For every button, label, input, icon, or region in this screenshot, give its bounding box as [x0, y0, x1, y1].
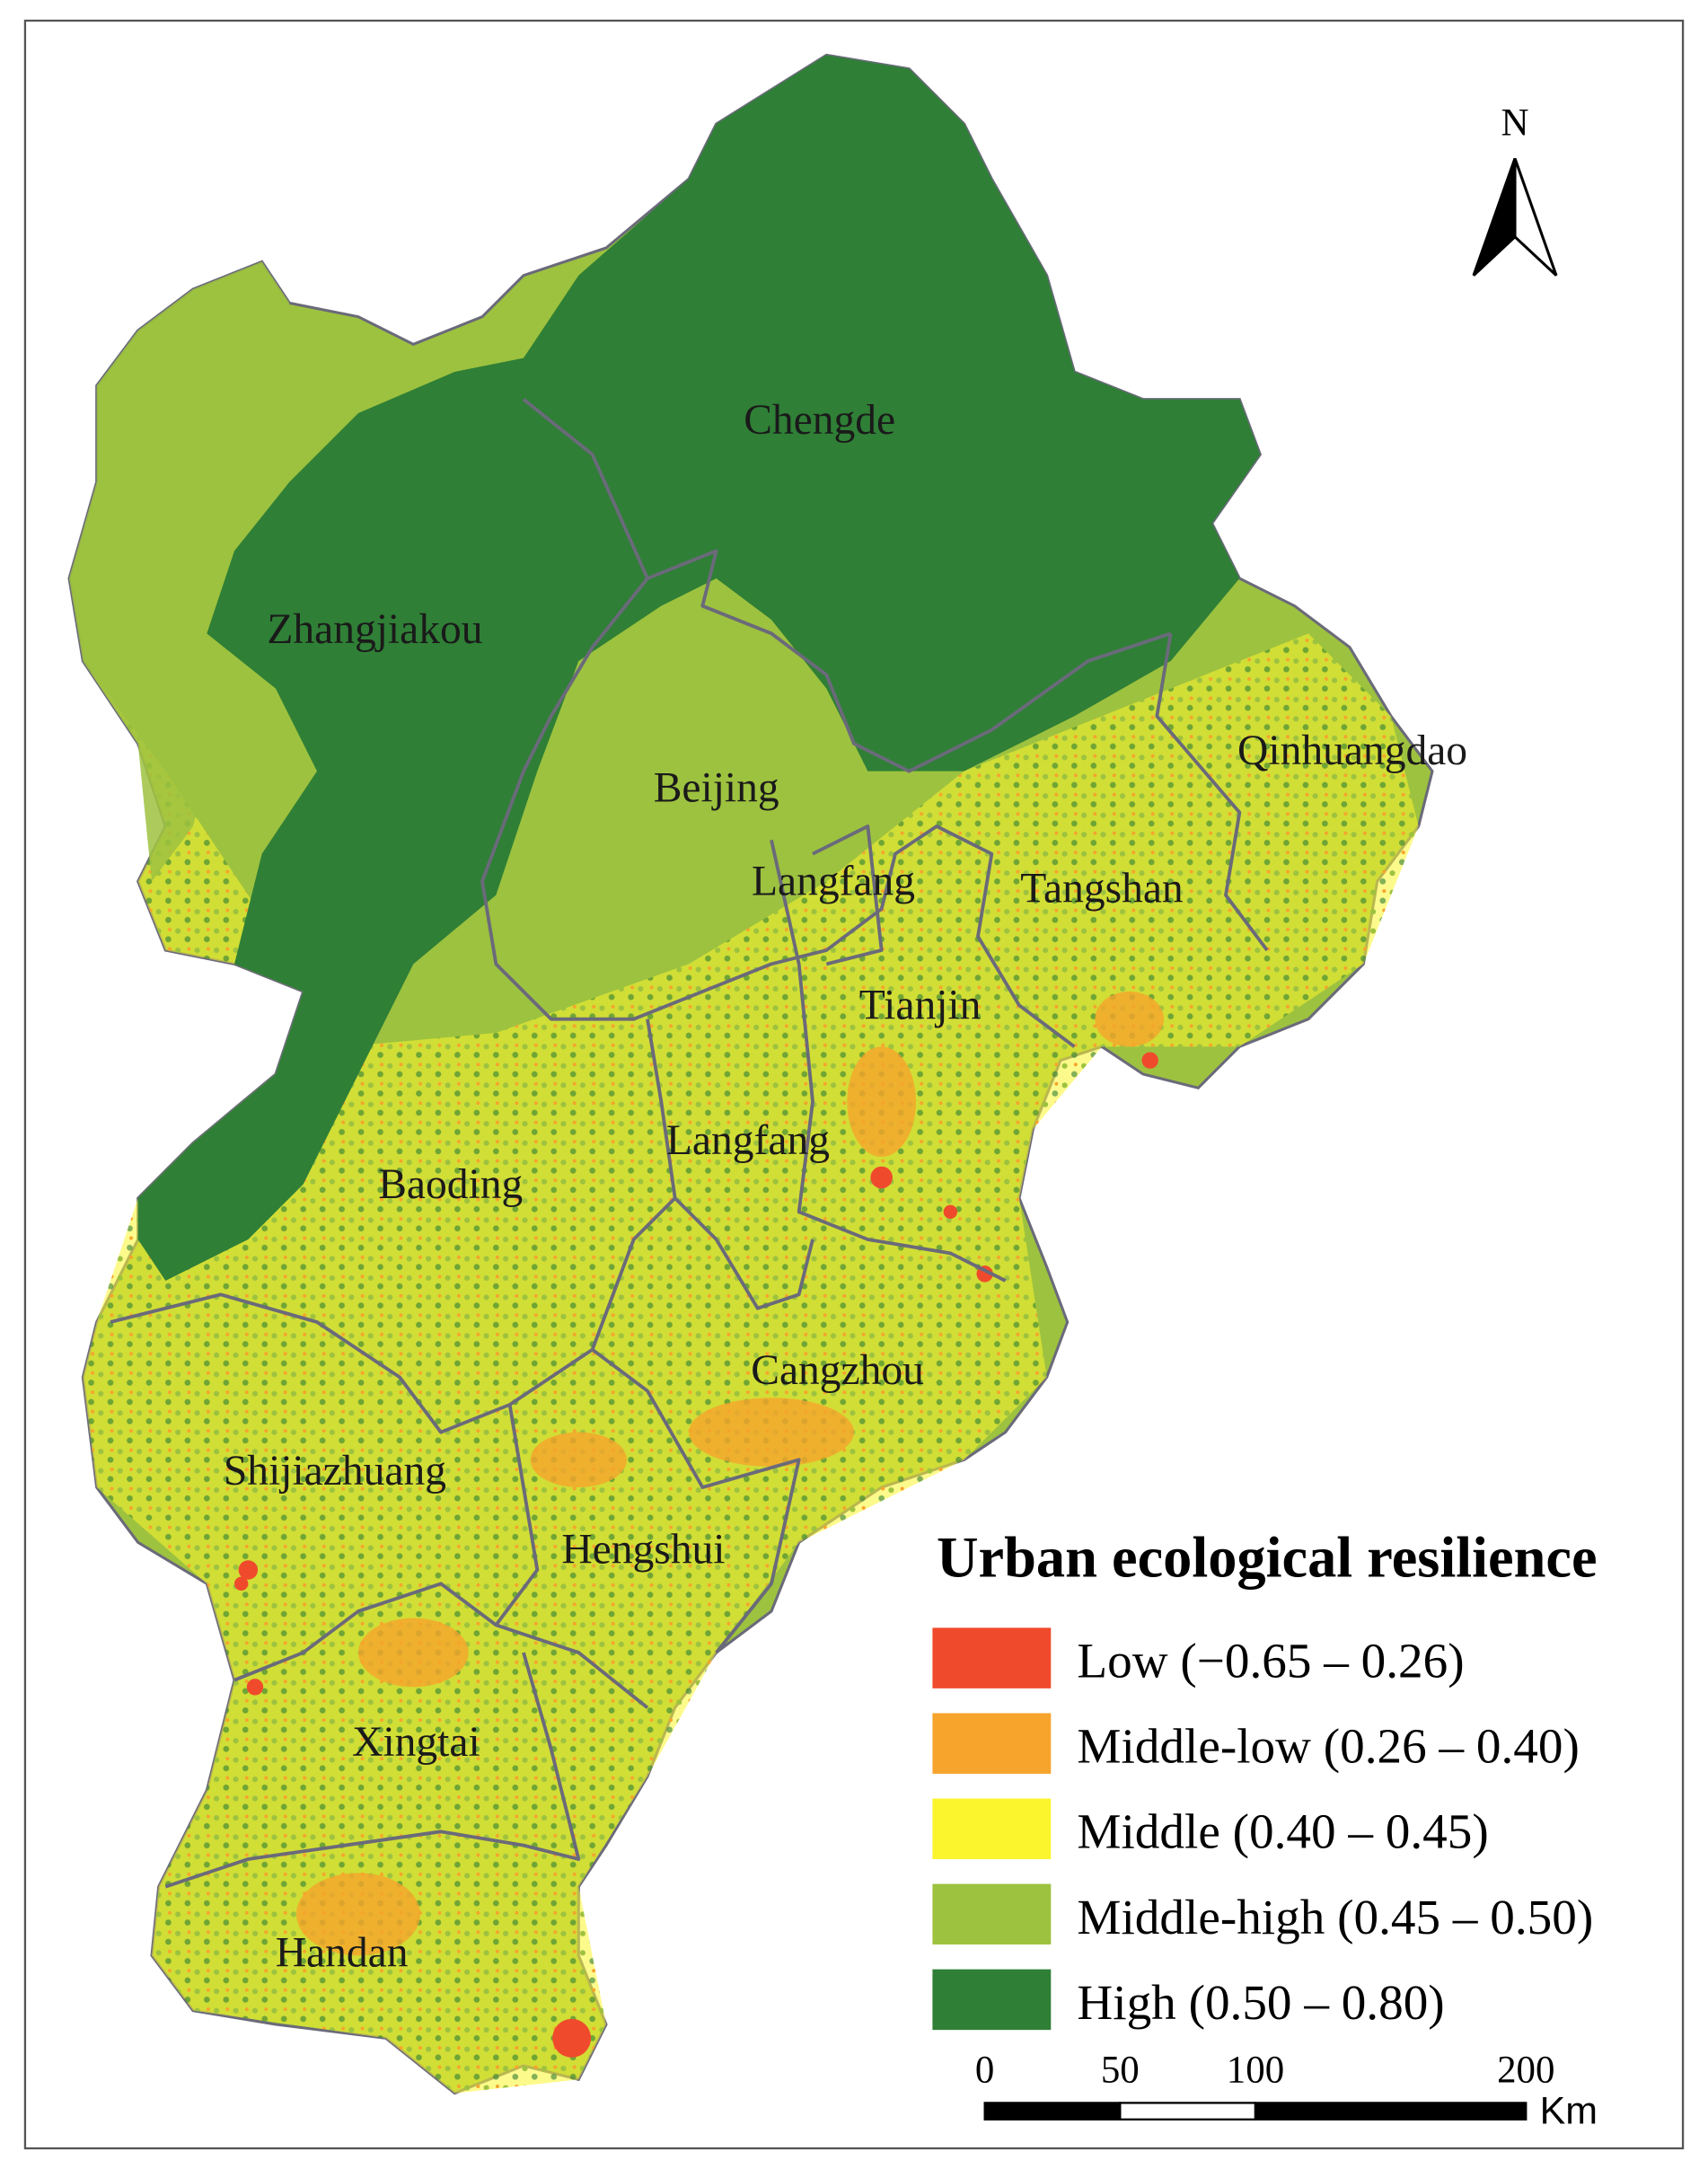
legend: Urban ecological resilience Low (−0.65 –… — [932, 1526, 1598, 2031]
legend-swatch — [932, 1969, 1052, 2031]
city-label: Tangshan — [1020, 865, 1184, 912]
scale-unit: Km — [1540, 2089, 1598, 2132]
city-label: Shijiazhuang — [224, 1448, 446, 1494]
scale-tick-label: 50 — [1101, 2049, 1140, 2091]
legend-swatch — [932, 1713, 1052, 1774]
city-label: Zhangjiakou — [267, 606, 482, 653]
north-label: N — [1501, 101, 1529, 144]
legend-label: Middle (0.40 – 0.45) — [1077, 1804, 1488, 1859]
scale-segment — [983, 2102, 1122, 2121]
city-label: Qinhuangdao — [1237, 727, 1467, 774]
legend-label: High (0.50 – 0.80) — [1077, 1975, 1444, 2030]
city-label: Handan — [276, 1930, 409, 1977]
city-label: Langfang — [752, 859, 915, 905]
city-label: Baoding — [378, 1161, 523, 1208]
scale-segment — [1119, 2102, 1257, 2121]
city-label: Cangzhou — [751, 1347, 924, 1394]
city-label: Chengde — [744, 397, 895, 444]
north-arrow: N — [1472, 101, 1558, 277]
scale-tick-label: 0 — [975, 2049, 994, 2091]
city-label: Hengshui — [561, 1526, 725, 1573]
legend-label: Low (−0.65 – 0.26) — [1077, 1634, 1464, 1688]
legend-title: Urban ecological resilience — [937, 1526, 1598, 1590]
legend-label: Middle-low (0.26 – 0.40) — [1077, 1719, 1579, 1774]
city-labels: Chengde Zhangjiakou Qinhuangdao Beijing … — [224, 397, 1467, 1977]
legend-swatch — [932, 1883, 1052, 1945]
region — [67, 53, 1434, 2095]
city-label: Langfang — [666, 1117, 830, 1164]
scale-segment — [1254, 2102, 1528, 2121]
legend-label: Middle-high (0.45 – 0.50) — [1077, 1890, 1593, 1944]
legend-swatch — [932, 1798, 1052, 1859]
legend-swatch — [932, 1627, 1052, 1688]
scale-tick-label: 100 — [1227, 2049, 1284, 2091]
scale-tick-label: 200 — [1497, 2049, 1554, 2091]
city-label: Xingtai — [352, 1719, 480, 1766]
city-label: Beijing — [654, 764, 779, 811]
city-label: Tianjin — [859, 983, 982, 1029]
